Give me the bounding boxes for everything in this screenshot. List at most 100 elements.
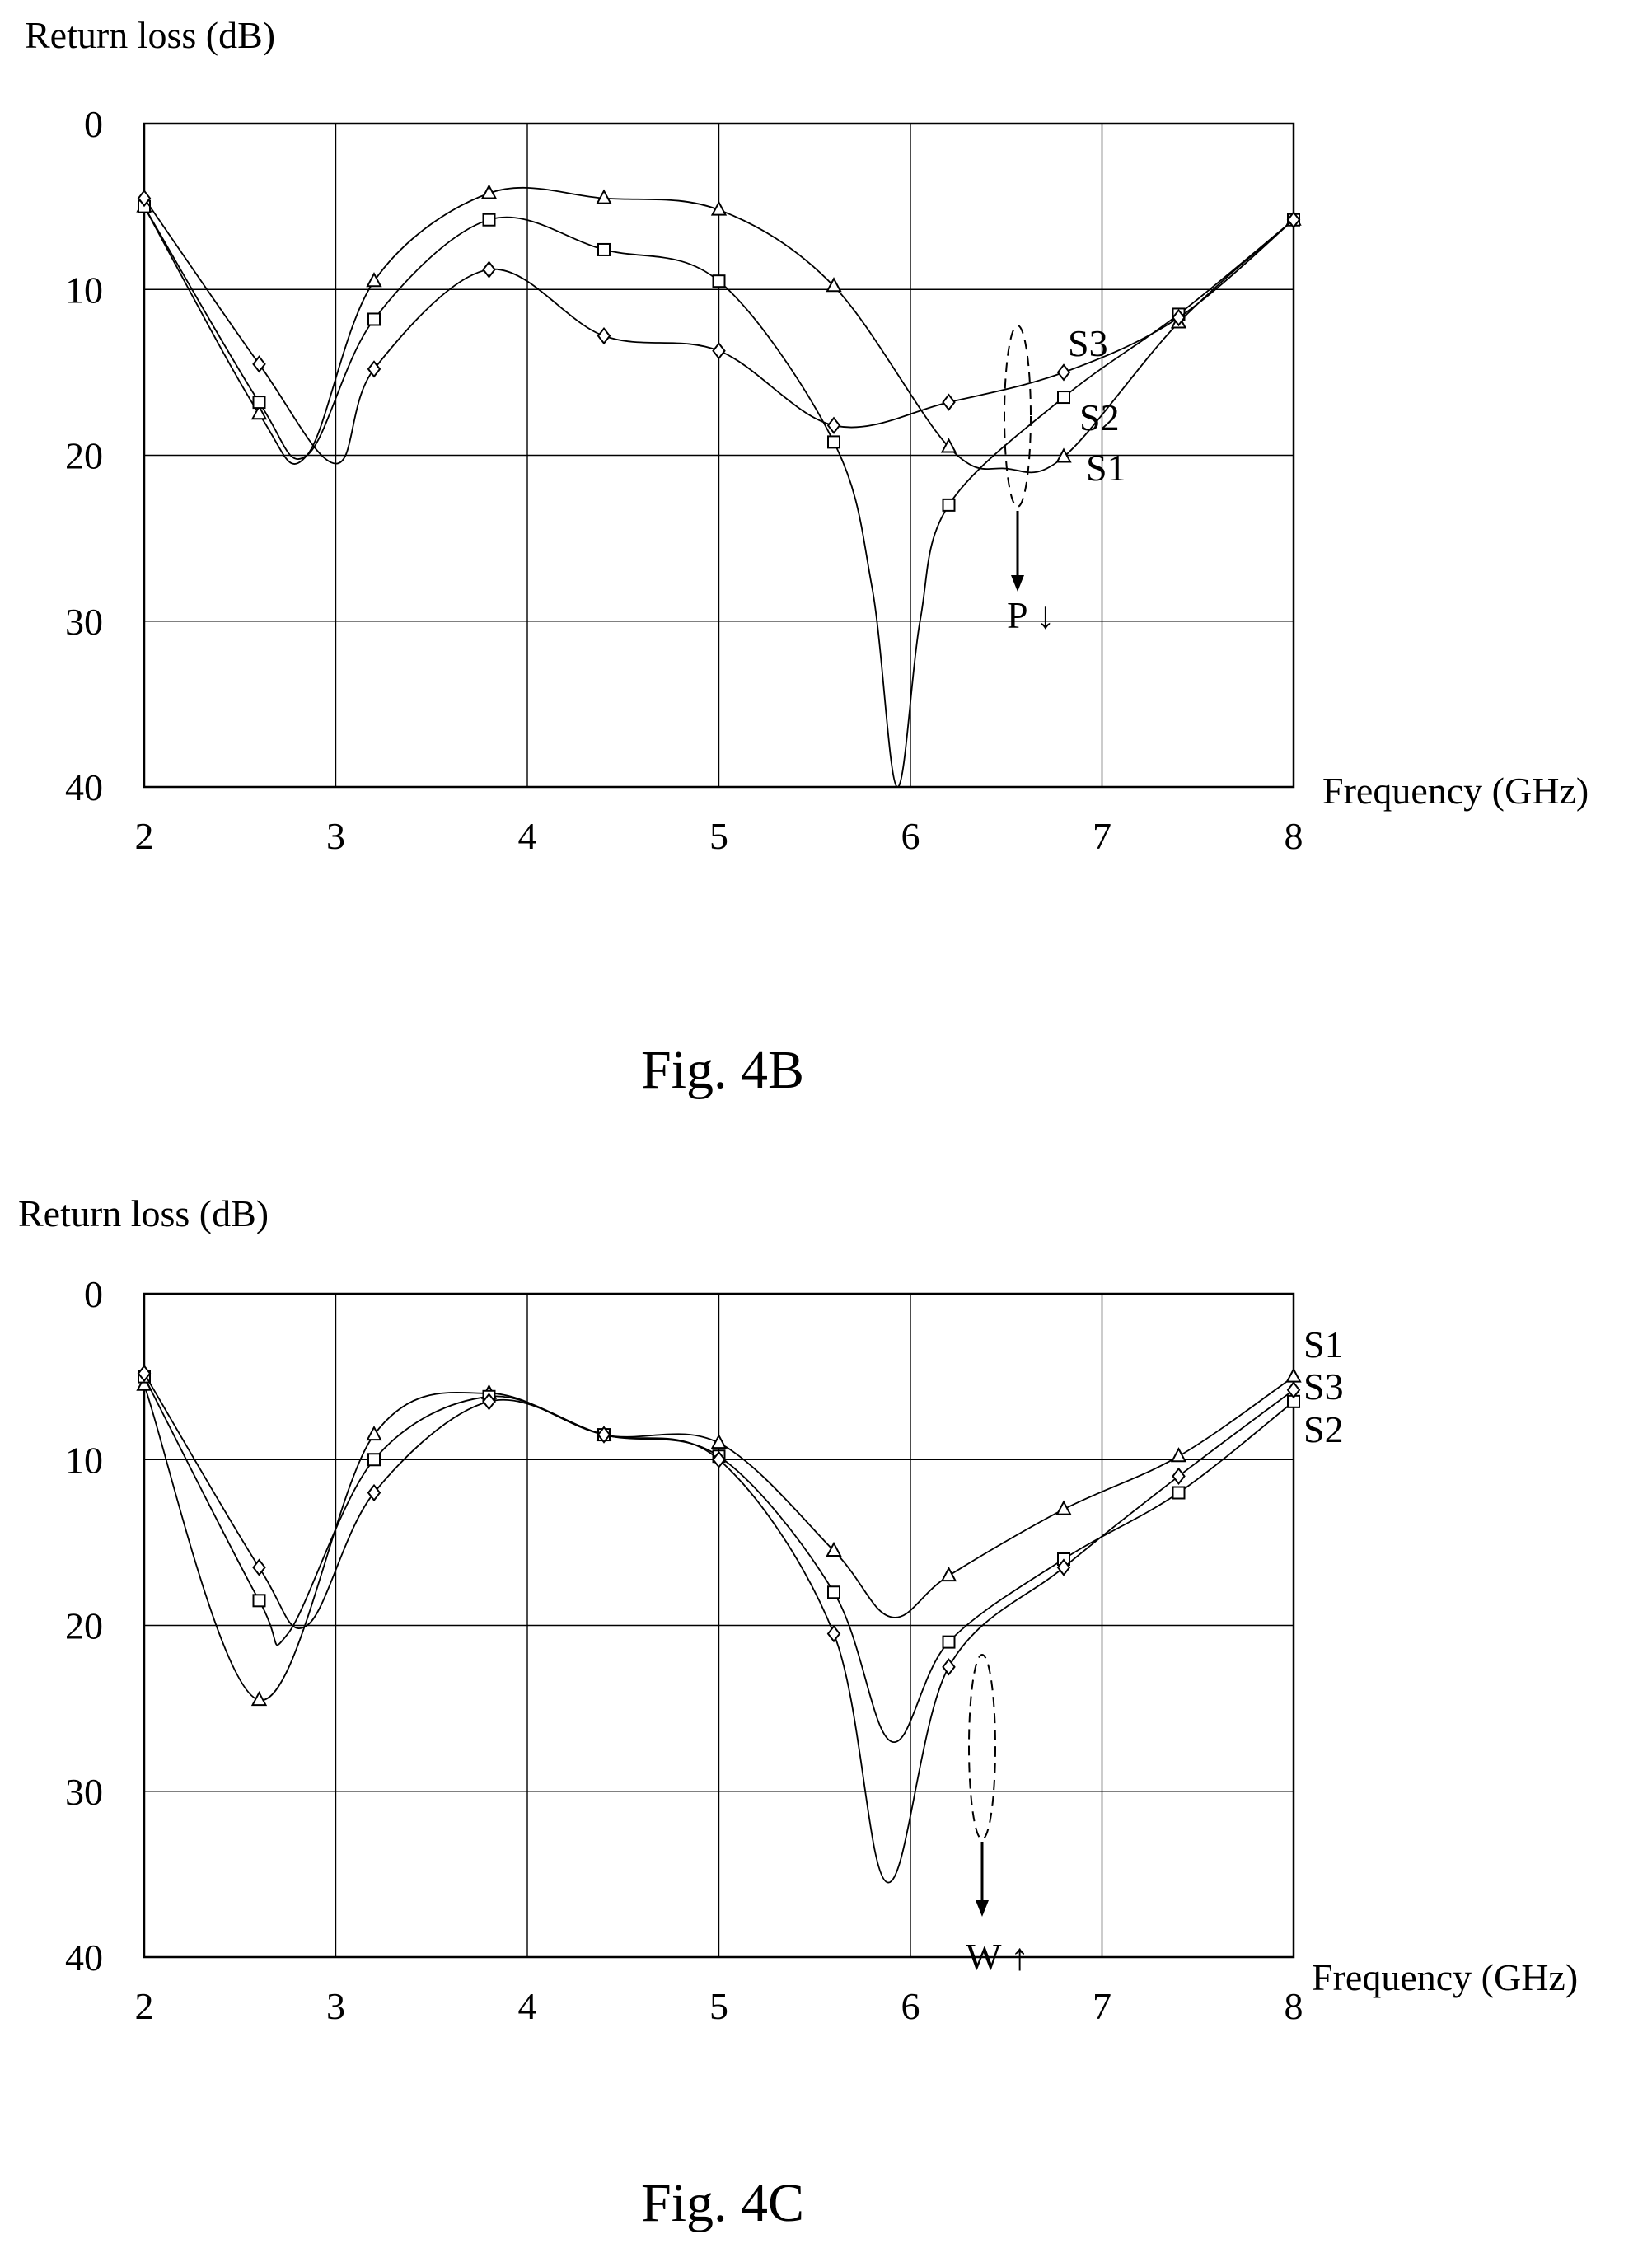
grouping-ellipse [1004, 325, 1032, 508]
data-point-s1-7 [826, 277, 842, 293]
x-axis-label: Frequency (GHz) [1312, 1956, 1578, 1998]
x-tick-label: 4 [518, 815, 537, 857]
chart-4c: Return loss (dB) 2 3 4 5 6 7 8 0 10 20 30 40 S1 S2S3… [18, 1192, 1578, 2233]
data-point-s1-6 [826, 1541, 842, 1557]
y-tick-label: 0 [84, 103, 103, 145]
figure-4c: Return loss (dB) 2 3 4 5 6 7 8 0 10 20 30 40 S1 S2 S3… [0, 1187, 1652, 2258]
data-point-s1-1 [250, 405, 268, 420]
data-point-s2-6 [712, 274, 726, 288]
data-point-s3-1 [252, 1558, 266, 1576]
data-point-s1-3 [366, 272, 382, 288]
data-point-s1-6 [710, 200, 728, 216]
y-tick-label: 20 [65, 1605, 103, 1647]
series-line-s3 [144, 1373, 1294, 1884]
data-point-s3-4 [482, 260, 496, 279]
y-axis-label: Return loss (dB) [18, 1192, 269, 1234]
x-tick-label: 5 [709, 815, 728, 857]
data-point-s3-3 [367, 360, 381, 378]
data-point-s3-11 [1286, 211, 1301, 229]
data-point-s1-5 [710, 1434, 728, 1449]
data-point-s3-9 [942, 1658, 956, 1676]
y-tick-label: 30 [65, 601, 103, 643]
y-tick-label: 40 [65, 1937, 103, 1979]
data-point-s3-11 [1172, 1467, 1186, 1486]
series-label-s3: S3 [1303, 1365, 1344, 1407]
data-point-s2-1 [252, 396, 266, 410]
x-tick-label: 2 [135, 1985, 154, 2027]
data-point-s1-11 [1285, 1367, 1302, 1383]
y-tick-label: 0 [84, 1273, 103, 1315]
figure-caption: Fig. 4B [641, 1040, 804, 1100]
data-point-s2-9 [942, 1635, 956, 1649]
data-point-s2-4 [482, 213, 496, 227]
y-tick-label: 10 [65, 269, 103, 311]
data-point-s3-4 [482, 1393, 496, 1411]
x-tick-label: 3 [326, 1985, 345, 2027]
data-point-s1-2 [366, 1425, 382, 1441]
data-point-s2-7 [827, 1585, 840, 1599]
figure-4b: Return loss (dB) 2 3 4 5 6 7 8 0 10 20 30 40 S1 S2 S3… [0, 0, 1652, 1121]
x-tick-label: 7 [1093, 815, 1111, 857]
data-point-s3-0 [137, 1364, 152, 1383]
data-point-s2-11 [942, 498, 956, 512]
data-point-s3-9 [1056, 363, 1071, 382]
data-point-s2-1 [252, 1594, 266, 1608]
series-label-s2: S2 [1303, 1408, 1344, 1450]
chart-4b: Return loss (dB) 2 3 4 5 6 7 8 0 10 20 30 40 S1 S2 S3… [25, 14, 1589, 1100]
data-point-s2-12 [1057, 391, 1070, 405]
y-tick-label: 10 [65, 1439, 103, 1481]
data-point-s2-7 [827, 435, 840, 449]
x-tick-label: 8 [1285, 815, 1303, 857]
series-label-s1: S1 [1086, 447, 1126, 489]
data-point-s3-5 [597, 1426, 611, 1444]
series-label-s3: S3 [1068, 322, 1108, 364]
data-point-s1-10 [1055, 447, 1072, 463]
x-tick-label: 6 [901, 815, 920, 857]
x-tick-label: 7 [1093, 1985, 1111, 2027]
x-tick-label: 6 [901, 1985, 920, 2027]
data-point-s3-1 [252, 355, 266, 373]
series-line-s1 [144, 186, 1294, 474]
data-point-s2-3 [367, 312, 381, 326]
data-point-s1-5 [596, 189, 612, 204]
trend-arrow-head [976, 1900, 989, 1917]
x-tick-label: 8 [1285, 1985, 1303, 2027]
y-axis-label: Return loss (dB) [25, 14, 275, 56]
data-point-s3-8 [942, 393, 956, 411]
x-tick-label: 2 [135, 815, 154, 857]
data-point-s3-6 [712, 1450, 726, 1468]
data-point-s3-12 [1286, 1381, 1301, 1399]
data-point-s2-3 [367, 1453, 381, 1467]
x-axis-label: Frequency (GHz) [1322, 770, 1589, 812]
series-label-s1: S1 [1303, 1323, 1344, 1365]
series-line-s3 [144, 198, 1294, 465]
x-tick-label: 5 [709, 1985, 728, 2027]
series-label-s2: S2 [1079, 396, 1120, 438]
data-point-s3-10 [1056, 1558, 1071, 1576]
data-point-s1-9 [1055, 1500, 1072, 1515]
data-point-s1-1 [250, 1690, 268, 1707]
data-point-s1-10 [1170, 1447, 1187, 1463]
trend-annotation: W ↑ [966, 1936, 1029, 1978]
data-point-s3-7 [826, 416, 841, 434]
trend-annotation: P ↓ [1007, 594, 1055, 636]
data-point-s2-5 [597, 242, 611, 256]
data-point-s3-5 [597, 326, 611, 345]
data-point-s3-3 [367, 1483, 381, 1502]
x-tick-label: 3 [326, 815, 345, 857]
x-tick-label: 4 [518, 1985, 537, 2027]
trend-arrow-head [1011, 575, 1024, 592]
data-point-s3-6 [712, 342, 726, 360]
data-point-s1-4 [480, 184, 498, 199]
data-point-s2-11 [1172, 1486, 1186, 1500]
data-point-s1-8 [940, 438, 957, 453]
data-point-s3-7 [826, 1624, 841, 1643]
y-tick-label: 40 [65, 766, 103, 808]
grouping-ellipse [968, 1654, 996, 1840]
y-tick-label: 20 [65, 435, 103, 477]
data-point-s3-0 [137, 189, 152, 208]
y-tick-label: 30 [65, 1771, 103, 1813]
figure-caption: Fig. 4C [641, 2173, 804, 2233]
data-point-s3-10 [1172, 308, 1186, 327]
data-point-s1-8 [940, 1567, 957, 1582]
